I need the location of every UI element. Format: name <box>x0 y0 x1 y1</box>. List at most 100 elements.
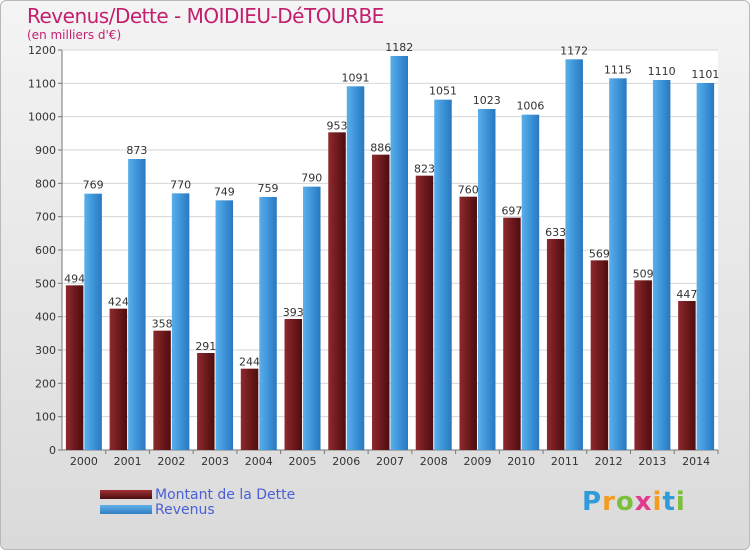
data-label-debt: 760 <box>458 184 479 197</box>
bar-revenue <box>477 109 496 450</box>
legend-swatch-revenue <box>100 505 152 514</box>
bar-revenue <box>390 56 408 450</box>
data-label-debt: 509 <box>633 267 654 280</box>
legend-label-revenue: Revenus <box>155 502 215 518</box>
proxiti-logo: Proxiti <box>582 487 686 517</box>
y-tick-label: 600 <box>35 244 56 257</box>
bar-revenue <box>609 78 627 450</box>
bar-debt <box>328 132 346 451</box>
data-label-revenue: 1172 <box>560 44 588 57</box>
data-label-revenue: 1115 <box>604 63 632 76</box>
x-tick-label: 2014 <box>682 455 710 468</box>
data-label-revenue: 749 <box>214 185 235 198</box>
x-tick-label: 2010 <box>507 455 535 468</box>
data-label-debt: 953 <box>327 119 348 132</box>
x-tick-label: 2006 <box>332 455 360 468</box>
x-tick-label: 2012 <box>595 455 623 468</box>
x-tick-label: 2009 <box>463 455 491 468</box>
data-label-debt: 633 <box>545 226 566 239</box>
data-label-debt: 393 <box>283 306 304 319</box>
x-tick-label: 2011 <box>551 455 579 468</box>
x-tick-label: 2002 <box>157 455 185 468</box>
bar-revenue <box>171 193 190 451</box>
data-label-revenue: 770 <box>170 178 191 191</box>
data-label-revenue: 1006 <box>516 100 544 113</box>
bar-debt <box>240 368 259 450</box>
y-tick-label: 300 <box>35 344 56 357</box>
x-tick-label: 2000 <box>70 455 98 468</box>
y-tick-label: 900 <box>35 144 56 157</box>
bar-revenue <box>303 186 321 450</box>
bar-revenue <box>652 80 671 450</box>
y-tick-label: 1200 <box>28 44 56 57</box>
bar-debt <box>109 308 128 450</box>
data-label-revenue: 759 <box>258 182 279 195</box>
data-label-revenue: 1023 <box>473 94 501 107</box>
chart-subtitle: (en milliers d'€) <box>27 28 122 42</box>
bar-revenue <box>84 193 102 450</box>
x-tick-label: 2004 <box>245 455 273 468</box>
bar-debt <box>503 217 521 450</box>
y-tick-label: 400 <box>35 311 56 324</box>
data-label-revenue: 769 <box>83 179 104 192</box>
legend-swatch-debt <box>100 490 152 499</box>
data-label-debt: 886 <box>370 142 391 155</box>
data-label-debt: 424 <box>108 296 129 309</box>
x-tick-label: 2005 <box>289 455 317 468</box>
bar-revenue <box>346 86 365 450</box>
y-tick-label: 800 <box>35 177 56 190</box>
bar-revenue <box>696 83 715 450</box>
y-tick-label: 100 <box>35 411 56 424</box>
bar-debt <box>197 353 215 450</box>
y-tick-label: 1000 <box>28 111 56 124</box>
y-tick-label: 700 <box>35 211 56 224</box>
logo-letter: i <box>652 487 663 517</box>
x-tick-label: 2007 <box>376 455 404 468</box>
y-tick-label: 0 <box>49 444 56 457</box>
bar-revenue <box>434 99 452 451</box>
data-label-debt: 823 <box>414 163 435 176</box>
bar-debt <box>284 319 303 450</box>
y-tick-label: 500 <box>35 277 56 290</box>
chart-title: Revenus/Dette - MOIDIEU-DéTOURBE <box>27 4 384 28</box>
x-tick-label: 2013 <box>638 455 666 468</box>
bar-debt <box>372 154 390 450</box>
bar-debt <box>459 196 477 450</box>
bar-debt <box>153 330 171 450</box>
data-label-debt: 569 <box>589 247 610 260</box>
bar-revenue <box>565 59 583 450</box>
y-tick-label: 200 <box>35 377 56 390</box>
data-label-revenue: 1110 <box>648 65 676 78</box>
logo-letter: t <box>662 487 676 517</box>
bar-debt <box>546 239 565 450</box>
logo-letter: x <box>634 487 653 517</box>
bar-debt <box>634 280 652 450</box>
bar-debt <box>415 175 434 450</box>
data-label-revenue: 1091 <box>342 71 370 84</box>
bar-debt <box>65 285 84 450</box>
data-label-debt: 697 <box>501 205 522 218</box>
data-label-revenue: 1182 <box>385 41 413 54</box>
bar-debt <box>590 260 609 450</box>
data-label-debt: 244 <box>239 356 260 369</box>
data-label-debt: 447 <box>676 288 697 301</box>
logo-letter: P <box>582 487 603 517</box>
bar-revenue <box>521 114 540 451</box>
x-tick-label: 2001 <box>114 455 142 468</box>
bar-debt <box>678 301 696 450</box>
logo-letter: i <box>675 487 686 517</box>
data-label-revenue: 873 <box>126 144 147 157</box>
x-tick-label: 2003 <box>201 455 229 468</box>
data-label-revenue: 790 <box>301 172 322 185</box>
data-label-debt: 358 <box>152 318 173 331</box>
logo-letter: o <box>615 487 635 517</box>
data-label-revenue: 1051 <box>429 85 457 98</box>
data-label-debt: 494 <box>64 272 85 285</box>
data-label-debt: 291 <box>195 340 216 353</box>
legend-label-debt: Montant de la Dette <box>155 487 296 503</box>
x-tick-label: 2008 <box>420 455 448 468</box>
data-label-revenue: 1101 <box>691 68 719 81</box>
bar-revenue <box>215 200 234 450</box>
logo-letter: r <box>602 487 616 517</box>
